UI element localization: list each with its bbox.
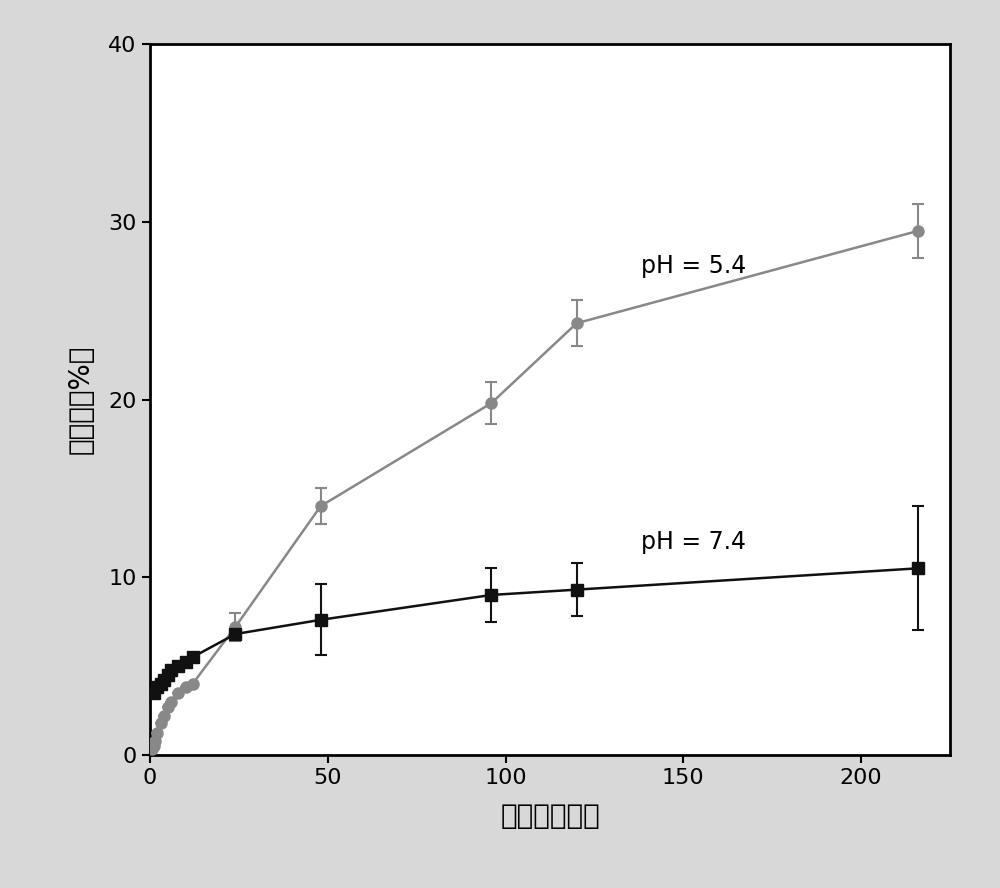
Text: pH = 7.4: pH = 7.4 [641, 529, 746, 554]
Text: pH = 5.4: pH = 5.4 [641, 254, 746, 279]
Y-axis label: 释放量（%）: 释放量（%） [67, 345, 95, 455]
X-axis label: 时间（小时）: 时间（小时） [500, 802, 600, 830]
